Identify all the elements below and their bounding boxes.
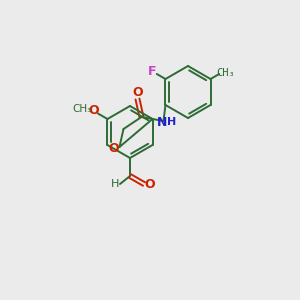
Text: O: O: [88, 104, 99, 118]
Text: O: O: [132, 85, 143, 98]
Text: O: O: [145, 178, 155, 190]
Text: CH₃: CH₃: [73, 103, 92, 113]
Text: O: O: [108, 142, 119, 154]
Text: F: F: [148, 65, 157, 78]
Text: CH₃: CH₃: [217, 68, 236, 77]
Text: H: H: [167, 117, 176, 127]
Text: N: N: [157, 116, 168, 128]
Text: H: H: [111, 179, 119, 189]
